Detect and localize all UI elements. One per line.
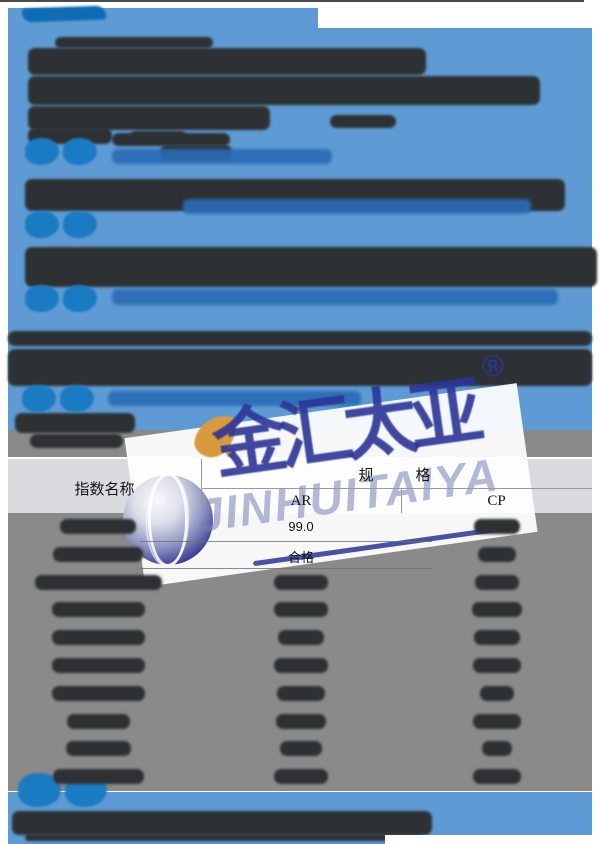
bullet-icon bbox=[63, 285, 97, 312]
table-row-name-redacted bbox=[60, 518, 136, 534]
table-cell-ar-value: 99.0 bbox=[288, 518, 314, 534]
table-header-bottom-border bbox=[0, 0, 584, 2]
redacted-text-block bbox=[28, 48, 426, 75]
table-divider-vertical-2 bbox=[401, 489, 402, 513]
table-cell-cp-redacted bbox=[478, 546, 516, 562]
redacted-text-block bbox=[28, 76, 540, 105]
table-divider-horizontal bbox=[201, 488, 592, 489]
redacted-text-block bbox=[28, 106, 270, 130]
bullet-icon bbox=[25, 285, 59, 312]
table-row-name-redacted bbox=[34, 574, 162, 590]
table-cell-cp-redacted bbox=[473, 713, 521, 729]
bullet-icon bbox=[25, 138, 59, 165]
site-logo-icon[interactable] bbox=[21, 5, 107, 23]
table-cell-ar-redacted bbox=[274, 769, 328, 785]
redacted-text-block bbox=[8, 349, 592, 386]
column-header-ar-grade: AR bbox=[290, 493, 312, 509]
bullet-icon bbox=[63, 211, 97, 238]
column-header-index-name: 指数名称 bbox=[74, 481, 135, 498]
table-row-border bbox=[140, 568, 432, 569]
redacted-text-block bbox=[330, 115, 396, 128]
bottom-corner-mask bbox=[385, 835, 600, 844]
redacted-link-text bbox=[112, 149, 332, 164]
table-cell-ar-redacted bbox=[277, 685, 325, 701]
table-cell-cp-redacted bbox=[474, 630, 520, 646]
watermark-flame-dot-icon bbox=[226, 448, 236, 458]
redacted-text-block bbox=[30, 434, 123, 448]
table-row-name-redacted bbox=[66, 713, 130, 729]
table-row-border bbox=[140, 541, 432, 542]
table-cell-ar-redacted bbox=[276, 713, 326, 729]
table-row-name-redacted bbox=[51, 602, 145, 618]
table-cell-ar-redacted bbox=[280, 741, 322, 757]
column-header-specification: 规 格 bbox=[358, 467, 435, 484]
redacted-text-block bbox=[15, 413, 135, 433]
table-cell-cp-redacted bbox=[480, 685, 514, 701]
table-cell-ar-redacted bbox=[274, 657, 328, 673]
redacted-link-text bbox=[112, 289, 558, 305]
redacted-text-block bbox=[12, 811, 432, 835]
table-cell-ar-redacted bbox=[274, 602, 328, 618]
table-divider-vertical-1 bbox=[201, 459, 202, 513]
table-row-name-redacted bbox=[52, 769, 144, 785]
table-row-name-redacted bbox=[65, 741, 131, 757]
table-row-name-redacted bbox=[51, 657, 145, 673]
table-cell-cp-redacted bbox=[475, 574, 519, 590]
table-row-name-redacted bbox=[51, 630, 145, 646]
table-cell-cp-redacted bbox=[474, 518, 520, 534]
redacted-text-block bbox=[112, 133, 230, 146]
bullet-icon bbox=[63, 138, 97, 165]
redacted-text-block bbox=[25, 834, 423, 841]
bullet-icon bbox=[60, 385, 94, 412]
table-cell-cp-redacted bbox=[473, 657, 521, 673]
table-cell-cp-redacted bbox=[482, 741, 512, 757]
bullet-icon bbox=[25, 211, 59, 238]
redacted-text-block bbox=[25, 247, 597, 287]
table-cell-ar-redacted bbox=[274, 574, 328, 590]
redacted-text-block bbox=[55, 37, 213, 48]
table-cell-cp-redacted bbox=[473, 769, 521, 785]
bullet-icon bbox=[22, 385, 56, 412]
table-cell-ar-redacted bbox=[278, 630, 324, 646]
redacted-text-block bbox=[8, 331, 592, 346]
registered-trademark-icon: ® bbox=[479, 348, 507, 385]
redacted-link-text bbox=[108, 391, 361, 406]
table-cell-cp-redacted bbox=[472, 602, 522, 618]
table-row-name-redacted bbox=[51, 685, 145, 701]
table-cell-ar-value: 合格 bbox=[287, 549, 314, 565]
redacted-link-text bbox=[183, 199, 531, 214]
column-header-cp-grade: CP bbox=[487, 493, 506, 509]
table-row-name-redacted bbox=[53, 546, 143, 562]
